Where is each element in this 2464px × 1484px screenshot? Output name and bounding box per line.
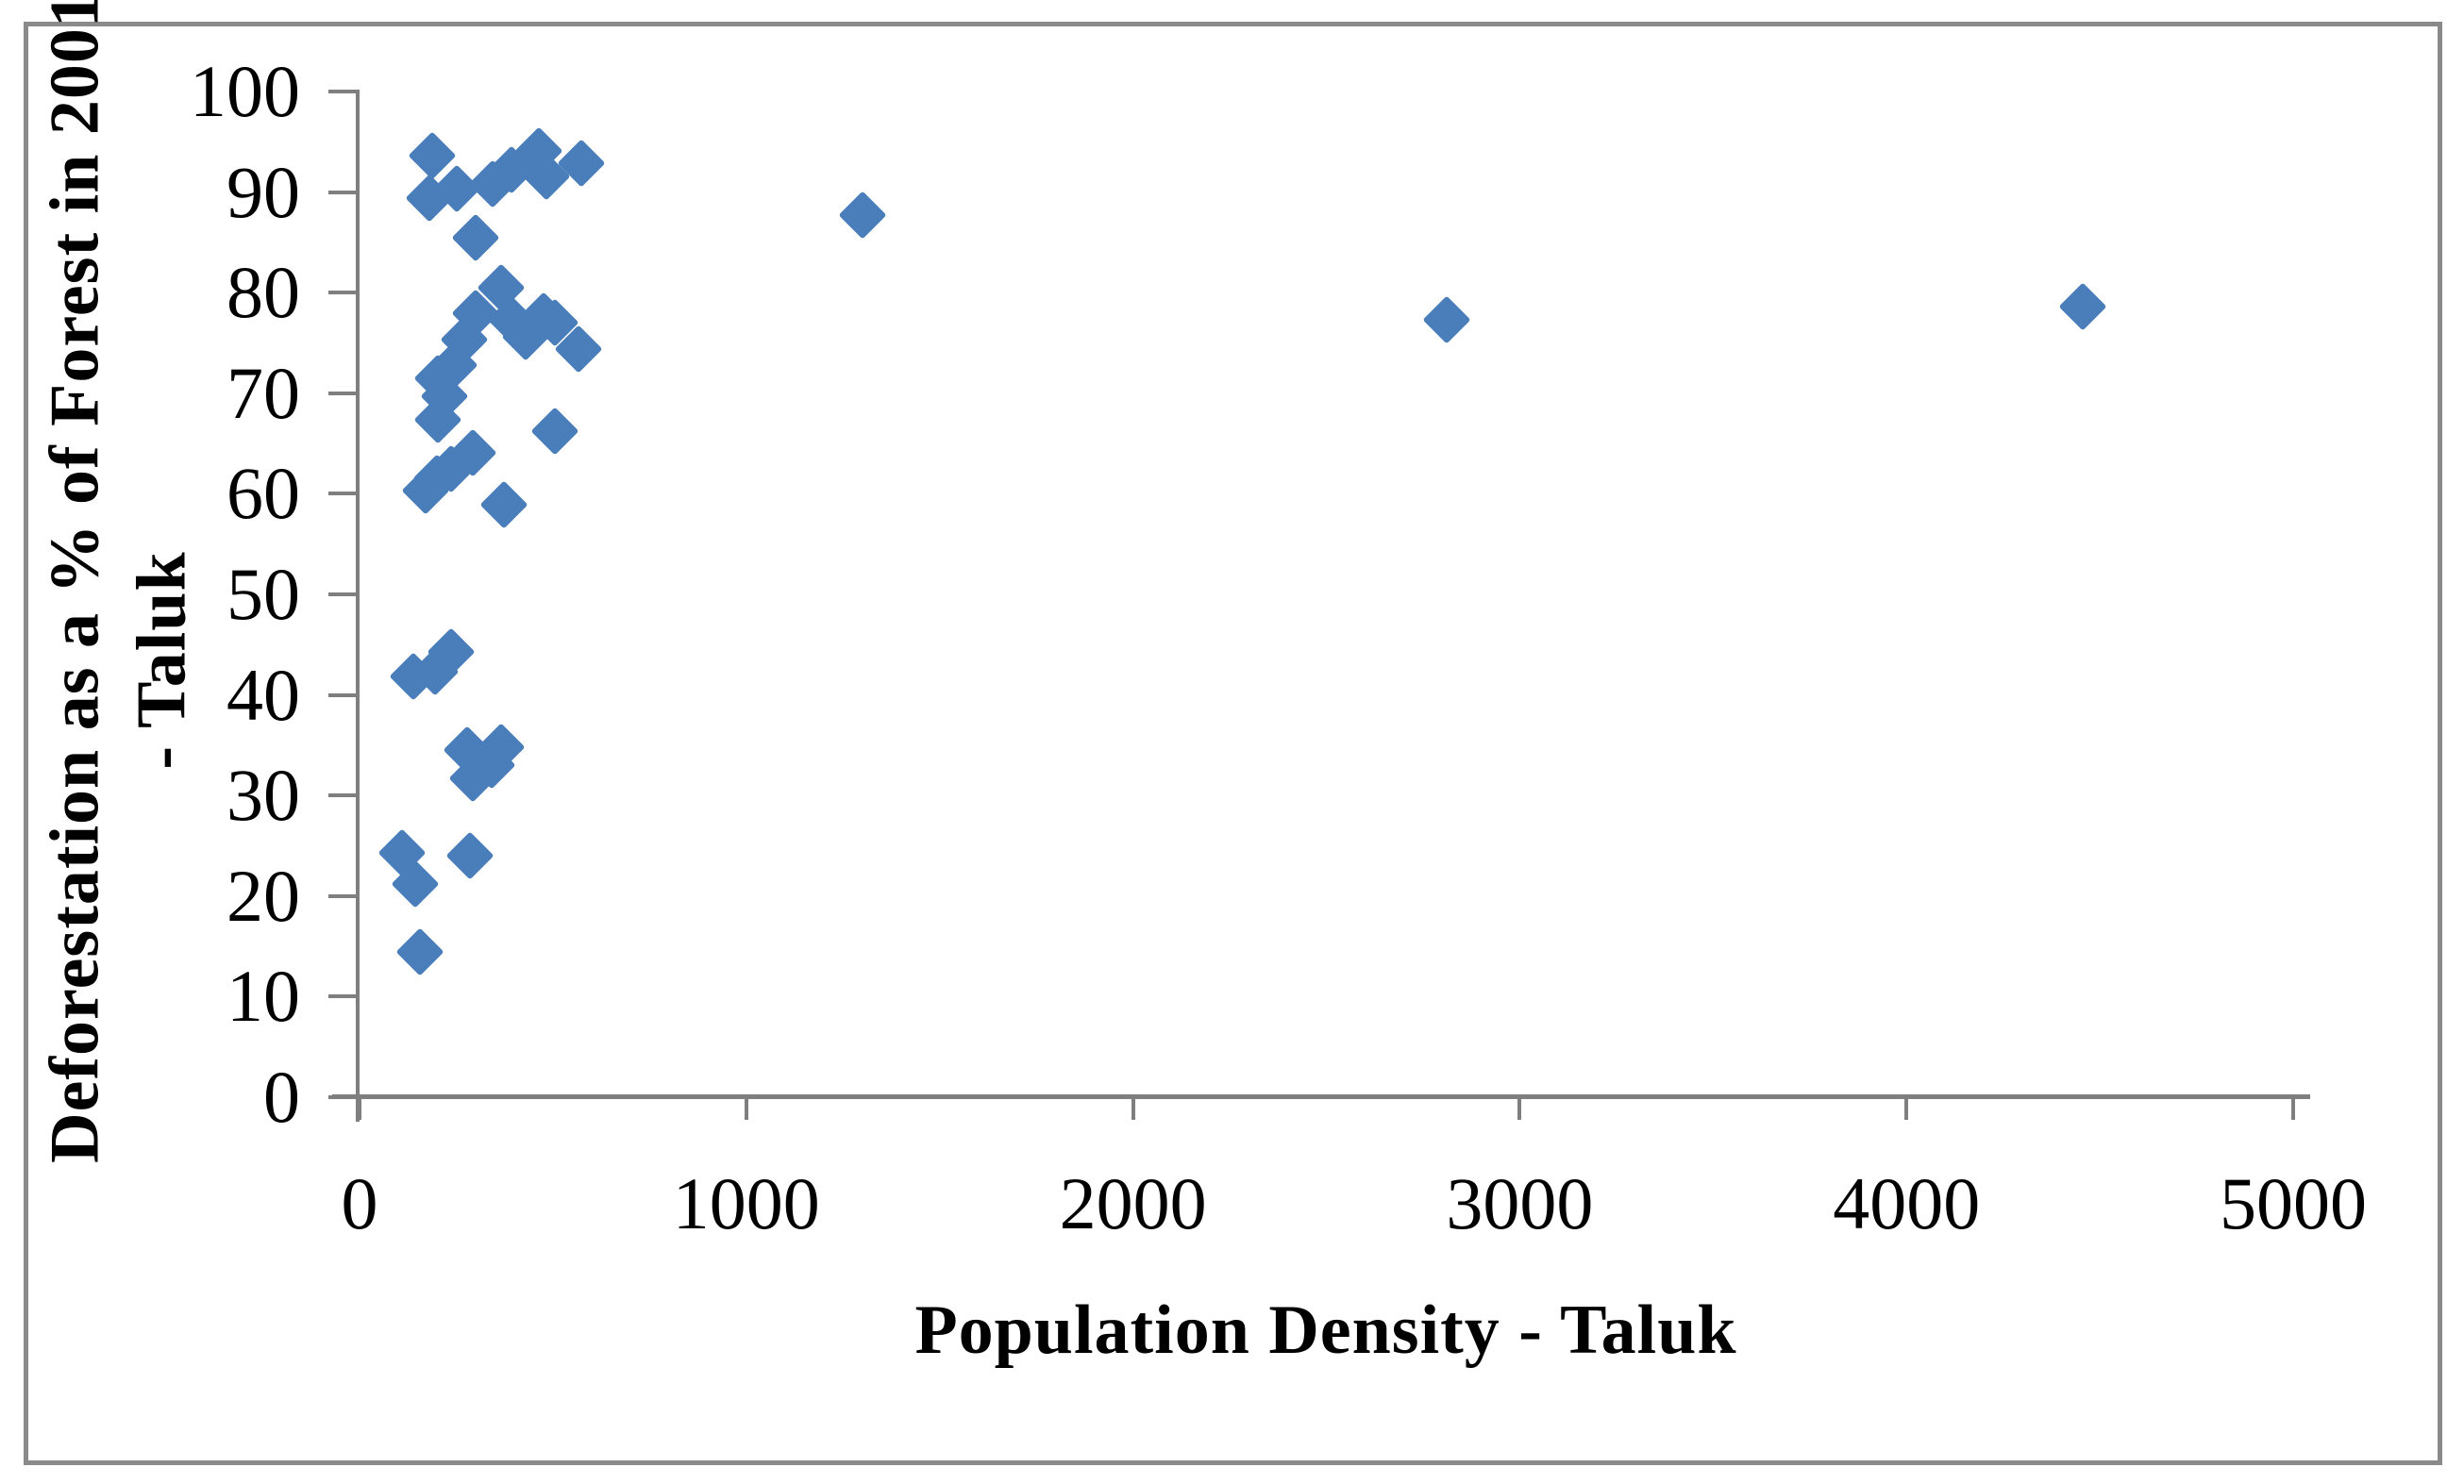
y-tick bbox=[328, 793, 356, 798]
y-tick-label: 70 bbox=[226, 351, 300, 434]
y-tick bbox=[328, 492, 356, 496]
y-tick-label: 80 bbox=[226, 251, 300, 334]
x-tick bbox=[1904, 1097, 1909, 1120]
y-tick bbox=[328, 391, 356, 395]
x-tick bbox=[744, 1097, 748, 1120]
y-tick bbox=[328, 1095, 356, 1099]
y-tick-label: 30 bbox=[226, 754, 300, 837]
y-tick-label: 60 bbox=[226, 452, 300, 535]
x-tick-label: 1000 bbox=[672, 1162, 820, 1244]
y-tick-label: 50 bbox=[226, 553, 300, 635]
y-tick-label: 20 bbox=[226, 854, 300, 937]
x-tick bbox=[358, 1097, 361, 1120]
y-axis-line bbox=[356, 90, 360, 1122]
y-tick bbox=[328, 291, 356, 295]
y-tick-label: 40 bbox=[226, 653, 300, 736]
y-tick bbox=[328, 190, 356, 194]
chart-border-frame bbox=[24, 22, 2442, 1465]
x-tick-label: 0 bbox=[341, 1162, 378, 1244]
y-tick-label: 100 bbox=[190, 50, 300, 132]
y-tick-label: 10 bbox=[226, 955, 300, 1038]
y-tick-label: 0 bbox=[263, 1056, 300, 1138]
y-tick bbox=[328, 692, 356, 697]
x-axis-title: Population Density - Taluk bbox=[914, 1292, 1737, 1369]
y-axis-title-line2: - Taluk bbox=[123, 551, 201, 770]
x-tick-label: 2000 bbox=[1059, 1162, 1207, 1244]
y-tick bbox=[328, 994, 356, 999]
x-tick bbox=[1131, 1097, 1135, 1120]
x-tick bbox=[2291, 1097, 2295, 1120]
x-tick bbox=[1517, 1097, 1522, 1120]
x-tick-label: 4000 bbox=[1833, 1162, 1981, 1244]
y-tick bbox=[328, 592, 356, 596]
x-axis-line bbox=[332, 1094, 2310, 1099]
y-tick bbox=[328, 893, 356, 898]
x-tick-label: 5000 bbox=[2220, 1162, 2367, 1244]
y-axis-title-line1: Deforestation as a % of Forest in 2001 bbox=[36, 0, 114, 1163]
y-tick-label: 90 bbox=[226, 150, 300, 233]
x-tick-label: 3000 bbox=[1446, 1162, 1594, 1244]
y-tick bbox=[328, 90, 356, 93]
